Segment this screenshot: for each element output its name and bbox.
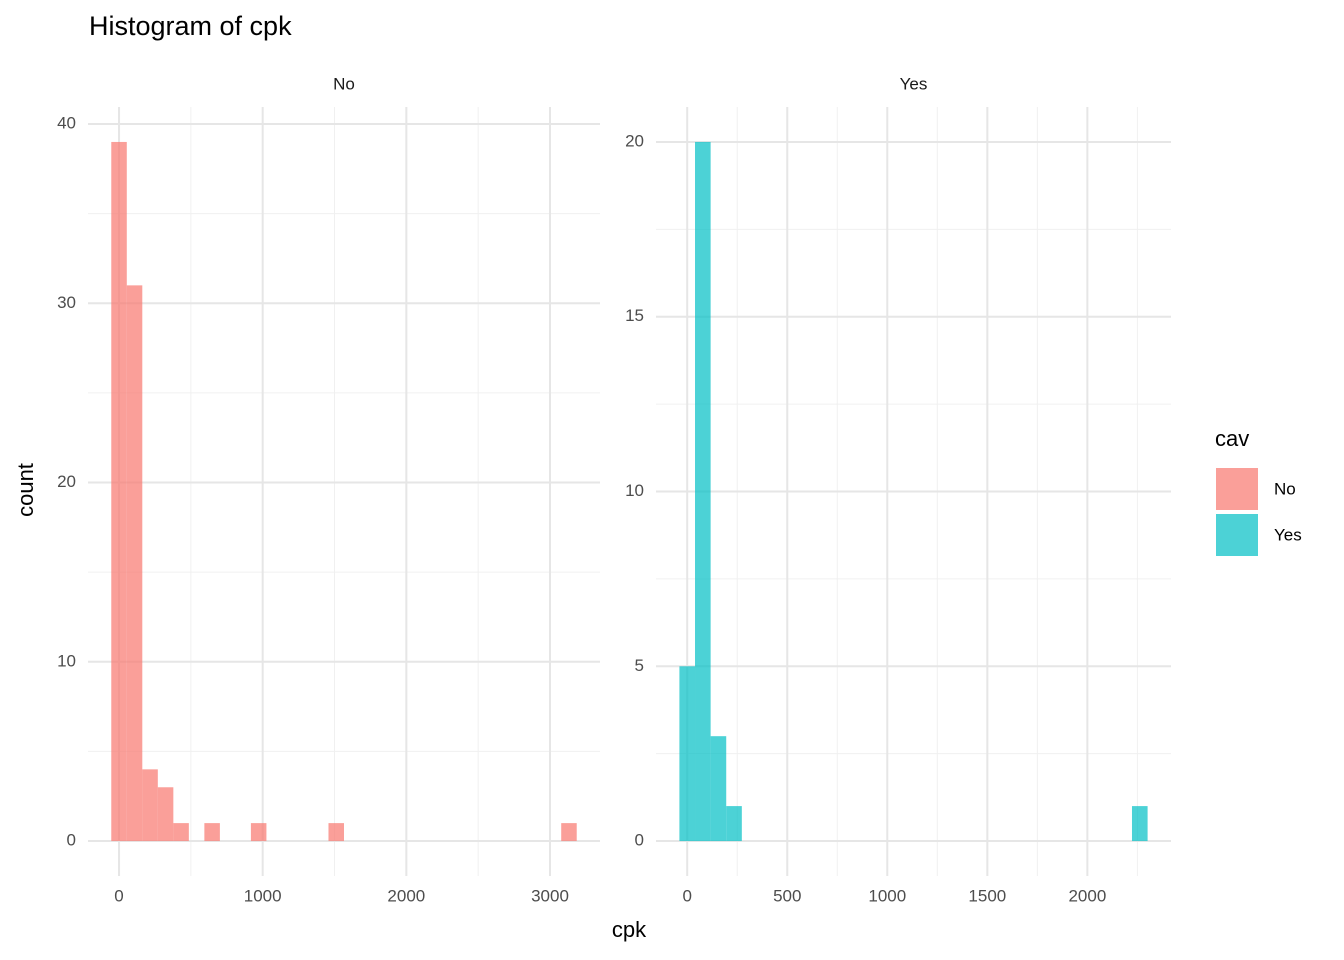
y-tick-label: 0 bbox=[635, 831, 644, 850]
y-tick-label: 10 bbox=[625, 481, 644, 500]
x-tick-label: 500 bbox=[773, 886, 801, 905]
x-tick-label: 0 bbox=[114, 886, 123, 905]
y-tick-label: 5 bbox=[635, 656, 644, 675]
x-tick-label: 1000 bbox=[244, 886, 282, 905]
y-axis-label: count bbox=[13, 463, 38, 517]
x-tick-label: 1500 bbox=[968, 886, 1006, 905]
bar bbox=[328, 823, 344, 842]
bar bbox=[157, 787, 174, 842]
x-tick-label: 2000 bbox=[1068, 886, 1106, 905]
y-tick-label: 10 bbox=[57, 651, 76, 670]
x-tick-label: 2000 bbox=[387, 886, 425, 905]
bar bbox=[679, 666, 696, 842]
legend-title: cav bbox=[1215, 426, 1249, 451]
bar bbox=[204, 823, 220, 842]
bar bbox=[1131, 806, 1148, 842]
x-tick-label: 1000 bbox=[868, 886, 906, 905]
bar bbox=[126, 285, 143, 842]
y-tick-label: 40 bbox=[57, 114, 76, 133]
chart-title: Histogram of cpk bbox=[89, 11, 292, 41]
legend-key bbox=[1216, 468, 1258, 510]
bar bbox=[710, 736, 727, 842]
y-tick-label: 20 bbox=[625, 131, 644, 150]
bar bbox=[695, 141, 711, 842]
bar bbox=[173, 823, 189, 842]
x-tick-label: 0 bbox=[682, 886, 691, 905]
bar bbox=[250, 823, 267, 842]
bar bbox=[726, 806, 742, 842]
y-tick-label: 0 bbox=[67, 831, 76, 850]
x-tick-label: 3000 bbox=[531, 886, 569, 905]
facet-label: Yes bbox=[900, 74, 928, 93]
facet-label: No bbox=[333, 74, 355, 93]
legend-label: No bbox=[1274, 479, 1296, 498]
legend-key bbox=[1216, 514, 1258, 556]
bar bbox=[142, 769, 158, 842]
y-tick-label: 20 bbox=[57, 472, 76, 491]
y-tick-label: 30 bbox=[57, 293, 76, 312]
x-axis-label: cpk bbox=[612, 917, 647, 942]
legend-label: Yes bbox=[1274, 525, 1302, 544]
y-tick-label: 15 bbox=[625, 306, 644, 325]
bar bbox=[111, 141, 127, 842]
bar bbox=[561, 823, 577, 842]
